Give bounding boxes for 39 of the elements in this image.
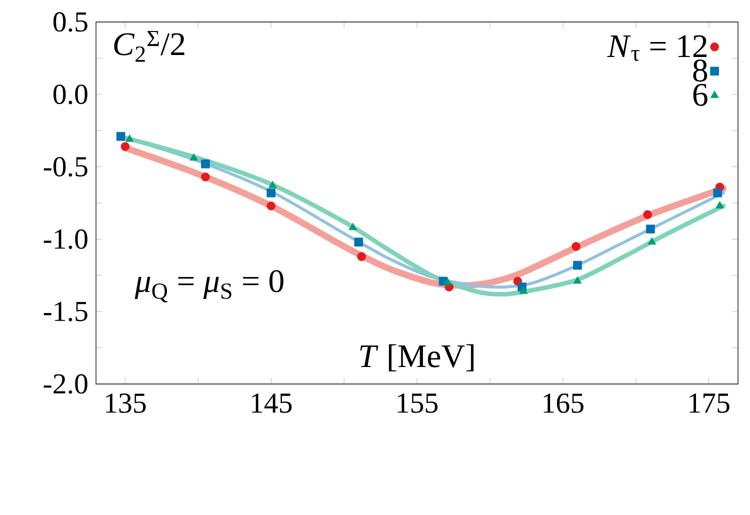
point	[120, 142, 130, 151]
point	[354, 238, 364, 246]
y-tick-label: -0.5	[44, 156, 88, 177]
point	[125, 134, 134, 142]
point	[357, 252, 366, 261]
point	[713, 188, 722, 198]
x-tick-label: 165	[544, 394, 584, 413]
point	[646, 224, 655, 234]
point	[201, 160, 210, 168]
point	[716, 201, 724, 208]
point	[519, 286, 528, 294]
legend-label: 6	[693, 84, 708, 106]
point	[266, 188, 276, 198]
legend-label: N$_{τ}$ = 12	[607, 35, 707, 61]
point	[268, 180, 277, 188]
point	[116, 132, 126, 141]
y-tick-label: 0.5	[53, 12, 88, 32]
point	[348, 222, 357, 230]
point	[648, 237, 656, 245]
annotation: μ$_{Q}$ = μ$_{S}$ = 0	[134, 270, 284, 302]
x-tick-label: 145	[252, 394, 292, 413]
point	[573, 276, 582, 284]
point	[443, 278, 452, 286]
x-axis-title: T [MeV]	[360, 344, 474, 372]
y-tick-label: -2.0	[44, 374, 88, 394]
point	[201, 172, 210, 182]
y-axis-title: C$_{2}$$^{Σ}$/2	[114, 30, 184, 62]
y-tick-label: -1.0	[44, 229, 88, 250]
x-tick-label: 155	[398, 394, 438, 413]
x-tick-label: 135	[106, 394, 146, 413]
point	[190, 153, 198, 161]
legend-label: 8	[693, 60, 708, 82]
point	[266, 201, 276, 210]
y-tick-label: 0.0	[53, 84, 88, 104]
point	[643, 210, 652, 219]
x-tick-label: 175	[690, 394, 730, 413]
y-tick-label: -1.5	[44, 302, 88, 322]
point	[573, 260, 582, 270]
point	[572, 242, 580, 251]
